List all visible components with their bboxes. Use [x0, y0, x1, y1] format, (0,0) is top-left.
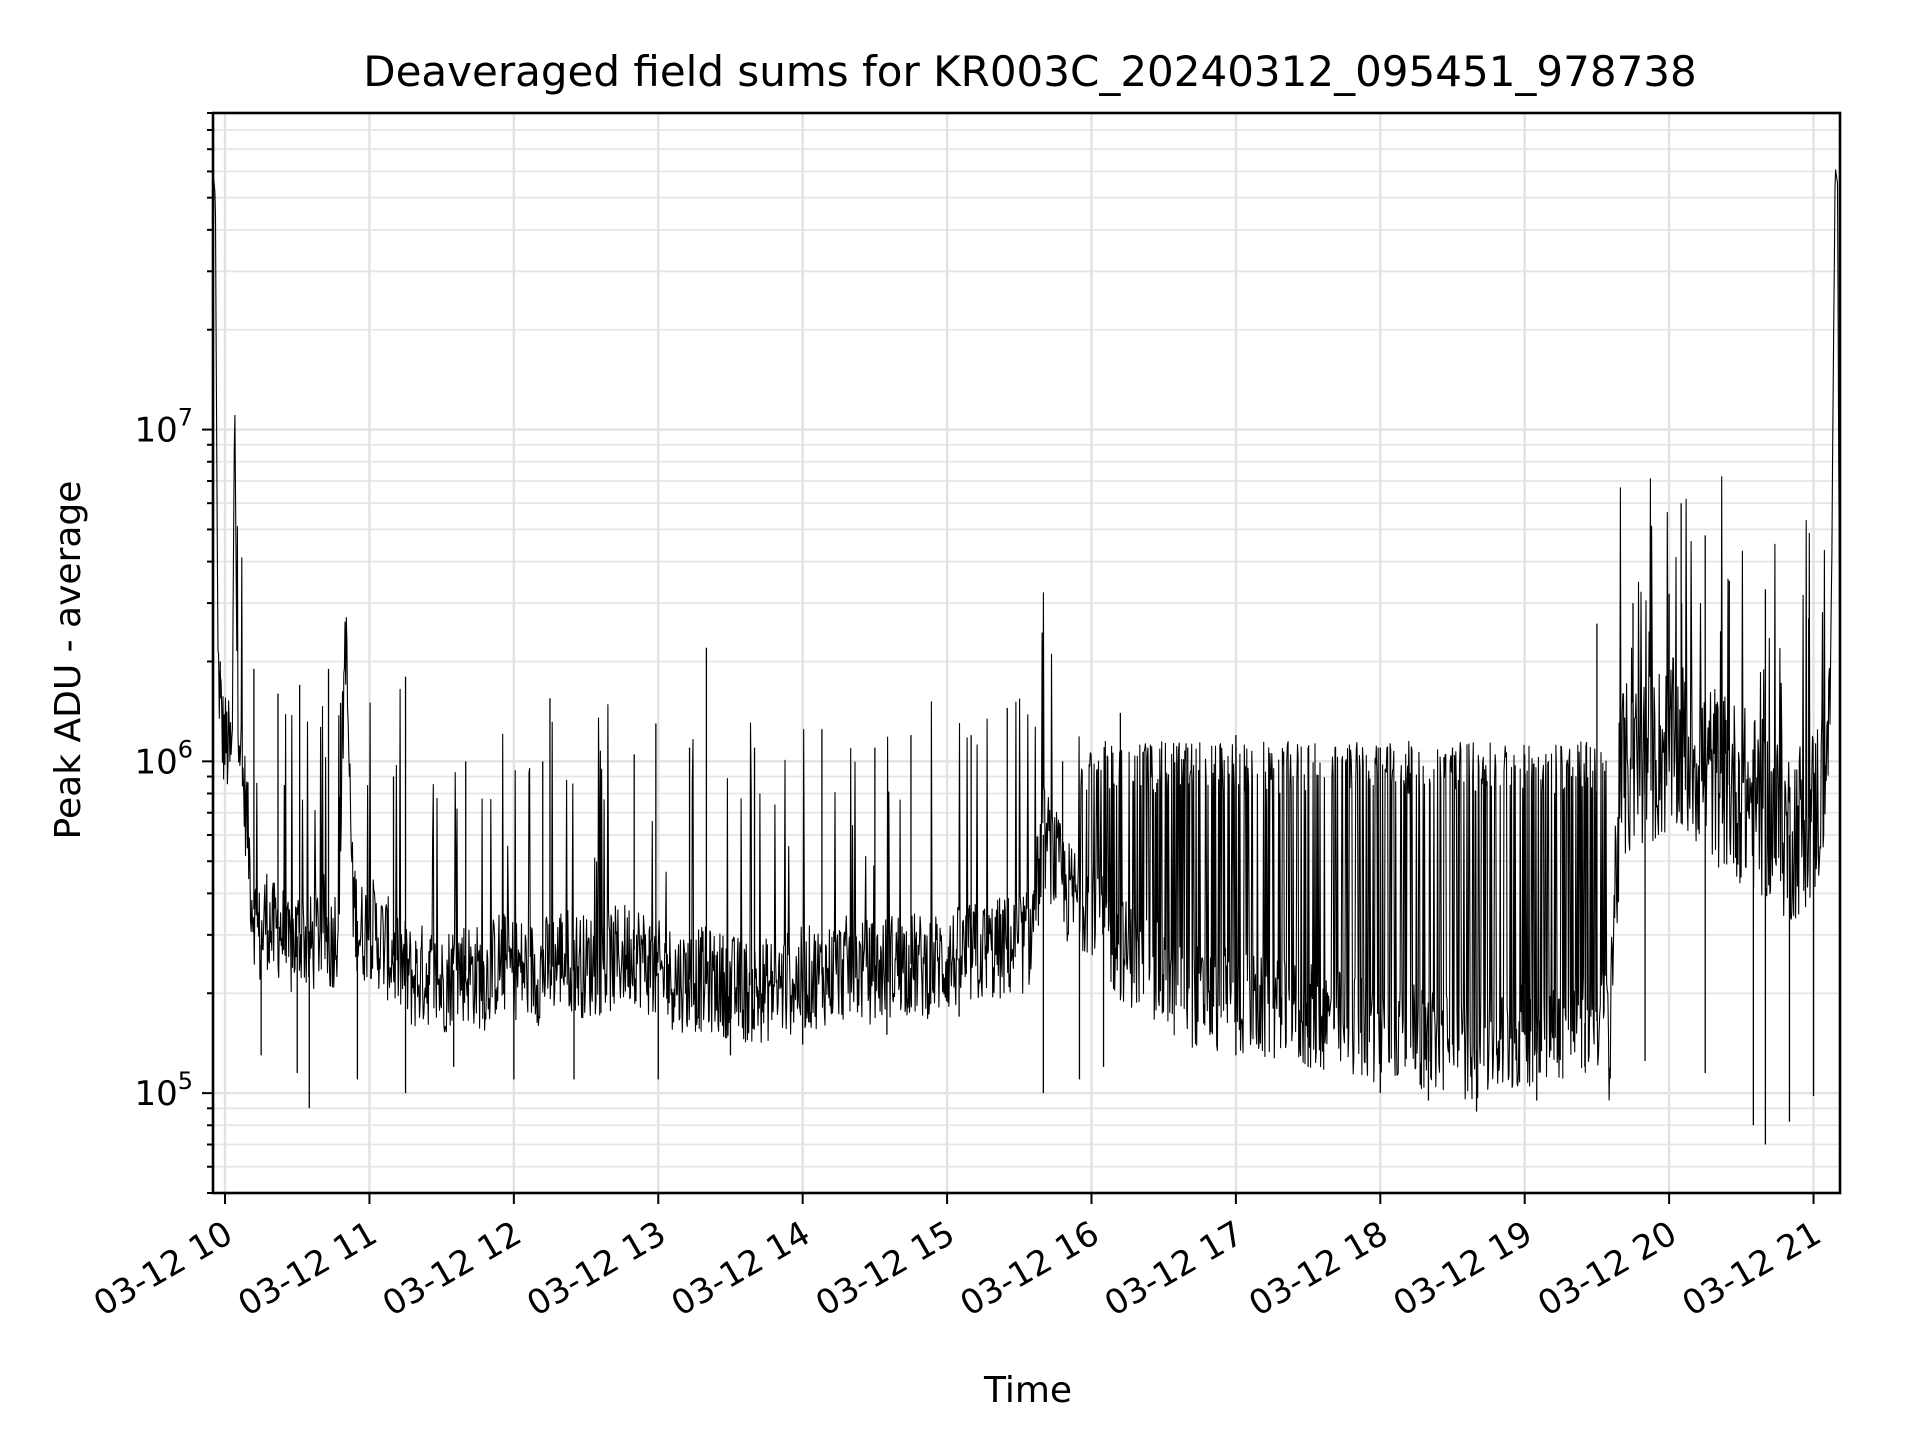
series-layer [212, 169, 1841, 1145]
y-axis-ticks: 105 106 107 [134, 112, 213, 1194]
x-axis-label: Time [983, 1370, 1072, 1411]
y-tick-label: 106 [134, 735, 193, 782]
plot-frame [211, 111, 1842, 1195]
y-tick-label: 105 [134, 1067, 193, 1114]
chart-title: Deaveraged field sums for KR003C_2024031… [363, 47, 1697, 96]
y-tick-label: 107 [134, 404, 193, 451]
series-line [212, 169, 1841, 1101]
y-axis-label: Peak ADU - average [48, 481, 89, 840]
